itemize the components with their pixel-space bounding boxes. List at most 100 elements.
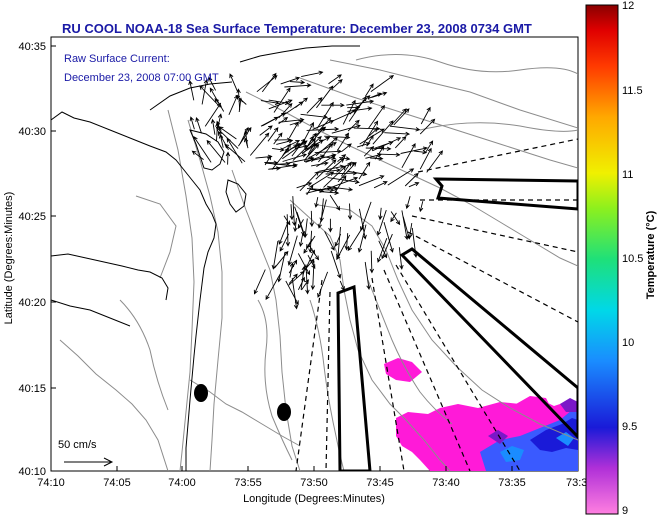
current-vector bbox=[226, 137, 243, 164]
colorbar-tick-label: 10.5 bbox=[622, 253, 643, 265]
current-vector bbox=[408, 181, 420, 188]
current-vector bbox=[377, 238, 388, 263]
current-vector bbox=[292, 196, 297, 227]
current-vector bbox=[336, 234, 351, 261]
current-vector bbox=[336, 132, 350, 152]
current-vector bbox=[261, 72, 277, 93]
current-vector bbox=[312, 127, 325, 142]
current-vector bbox=[334, 175, 347, 193]
y-tick-label: 40:10 bbox=[18, 466, 46, 478]
current-note-line2: December 23, 2008 07:00 GMT bbox=[64, 72, 219, 84]
current-vector bbox=[208, 76, 216, 91]
colorbar-tick-label: 9 bbox=[622, 505, 628, 517]
current-vector bbox=[284, 144, 299, 155]
current-vector bbox=[317, 199, 327, 229]
current-vector bbox=[381, 233, 393, 260]
current-vector bbox=[387, 168, 415, 186]
current-vector bbox=[206, 139, 226, 163]
current-vector bbox=[328, 74, 342, 85]
colorbar: 12 11.5 11 10.5 10 9.5 9 Temperature (°C… bbox=[585, 0, 657, 517]
current-vector bbox=[376, 209, 387, 236]
x-axis-label: Longitude (Degrees:Minutes) bbox=[243, 493, 385, 505]
current-vector bbox=[341, 161, 352, 177]
current-vector bbox=[285, 214, 291, 247]
x-tick-label: 73:55 bbox=[234, 477, 262, 489]
current-vector bbox=[289, 119, 304, 126]
current-vector bbox=[372, 120, 394, 145]
colorbar-tick-label: 9.5 bbox=[622, 421, 637, 433]
current-vector bbox=[305, 185, 332, 194]
current-vector bbox=[305, 249, 315, 270]
current-vector bbox=[331, 124, 361, 134]
current-vector bbox=[347, 106, 373, 112]
current-vector bbox=[339, 280, 345, 291]
current-vector bbox=[284, 83, 312, 88]
current-vector bbox=[364, 261, 371, 290]
x-tick-label: 74:00 bbox=[168, 477, 196, 489]
current-vector bbox=[425, 140, 434, 153]
current-vector bbox=[297, 253, 310, 276]
current-vector bbox=[300, 113, 329, 120]
current-vector bbox=[344, 233, 349, 251]
current-vector bbox=[301, 70, 324, 78]
site-marker bbox=[277, 403, 291, 421]
current-vector bbox=[305, 264, 310, 295]
x-tick-label: 73:45 bbox=[366, 477, 394, 489]
current-vector bbox=[299, 171, 320, 192]
current-vector bbox=[267, 127, 279, 142]
current-vector bbox=[316, 85, 334, 109]
current-vector bbox=[328, 186, 354, 192]
current-vector bbox=[316, 168, 342, 174]
current-vector bbox=[407, 223, 413, 240]
current-vector bbox=[264, 160, 279, 165]
y-tick-label: 40:20 bbox=[18, 297, 46, 309]
current-vector bbox=[278, 117, 289, 125]
current-vector bbox=[295, 97, 308, 108]
current-vector bbox=[316, 154, 337, 167]
current-vector bbox=[401, 143, 416, 169]
current-vector bbox=[272, 147, 285, 152]
current-vector bbox=[370, 74, 395, 92]
current-vector bbox=[218, 126, 237, 140]
current-vector bbox=[358, 161, 371, 180]
current-vector bbox=[321, 102, 345, 108]
current-vector bbox=[324, 231, 335, 251]
current-vector bbox=[306, 239, 313, 249]
current-vector bbox=[279, 233, 290, 252]
current-vector bbox=[357, 224, 367, 253]
current-vector bbox=[348, 96, 367, 122]
current-vector bbox=[398, 247, 404, 270]
current-vector bbox=[379, 152, 401, 157]
y-tick-label: 40:30 bbox=[18, 126, 46, 138]
current-vector bbox=[420, 106, 431, 125]
current-vector bbox=[300, 258, 315, 275]
current-vector bbox=[300, 265, 307, 290]
current-vector bbox=[363, 145, 375, 157]
current-vector bbox=[191, 150, 204, 160]
x-tick-label: 73:50 bbox=[300, 477, 328, 489]
current-vector bbox=[341, 143, 352, 153]
current-vector bbox=[369, 250, 375, 274]
current-vector bbox=[318, 142, 333, 163]
colorbar-tick-label: 11 bbox=[622, 169, 633, 181]
current-vector bbox=[358, 175, 385, 187]
current-vector bbox=[229, 73, 239, 92]
current-vector bbox=[347, 119, 360, 132]
current-vector bbox=[323, 165, 347, 188]
radar-regions bbox=[336, 177, 578, 471]
current-vector bbox=[271, 147, 290, 170]
radial-lines bbox=[295, 138, 578, 471]
current-vector bbox=[315, 159, 337, 180]
colorbar-tick-label: 10 bbox=[622, 337, 634, 349]
current-vector bbox=[280, 76, 301, 85]
current-vector bbox=[243, 137, 249, 149]
current-vector bbox=[418, 201, 424, 213]
y-tick-label: 40:35 bbox=[18, 41, 46, 53]
current-vector bbox=[394, 135, 407, 149]
current-vector bbox=[426, 150, 444, 173]
current-vector bbox=[293, 218, 298, 233]
current-vector bbox=[296, 182, 313, 189]
current-vector bbox=[218, 133, 224, 148]
current-vector bbox=[314, 149, 343, 154]
coastline bbox=[51, 45, 360, 471]
